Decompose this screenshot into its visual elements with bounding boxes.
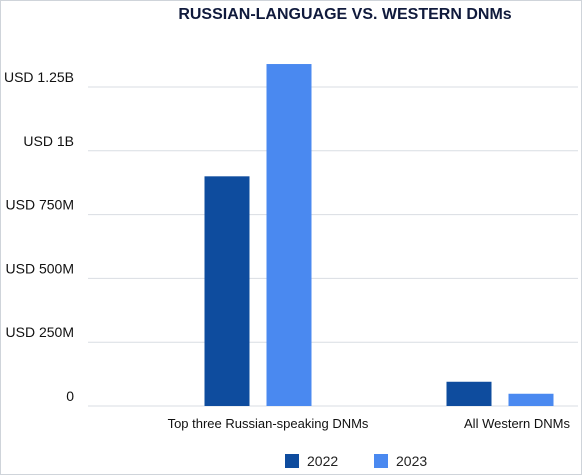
chart-title: RUSSIAN-LANGUAGE VS. WESTERN DNMs xyxy=(178,6,511,23)
bar-2023-1 xyxy=(508,393,554,406)
x-tick-label: Top three Russian-speaking DNMs xyxy=(168,416,369,431)
y-tick-label: USD 250M xyxy=(6,324,74,340)
legend-swatch-2023 xyxy=(374,454,388,468)
legend-label-2023: 2023 xyxy=(396,453,427,469)
x-axis-ticks: Top three Russian-speaking DNMs All Weste… xyxy=(168,416,571,431)
x-tick-label: All Western DNMs xyxy=(464,416,570,431)
legend-label-2022: 2022 xyxy=(307,453,338,469)
y-tick-label: 0 xyxy=(66,388,74,404)
y-tick-label: USD 1.25B xyxy=(4,69,74,85)
grid-lines xyxy=(88,86,578,407)
legend: 2022 2023 xyxy=(285,453,427,469)
y-tick-label: USD 750M xyxy=(6,197,74,213)
bar-2022-1 xyxy=(446,381,492,406)
legend-swatch-2022 xyxy=(285,454,299,468)
y-axis-ticks: 0 USD 250M USD 500M USD 750M USD 1B USD 1.25B xyxy=(4,69,74,404)
bar-2022-0 xyxy=(204,176,250,406)
bars xyxy=(204,64,554,407)
bar-2023-0 xyxy=(266,64,312,407)
y-tick-label: USD 500M xyxy=(6,260,74,276)
y-tick-label: USD 1B xyxy=(23,133,74,149)
